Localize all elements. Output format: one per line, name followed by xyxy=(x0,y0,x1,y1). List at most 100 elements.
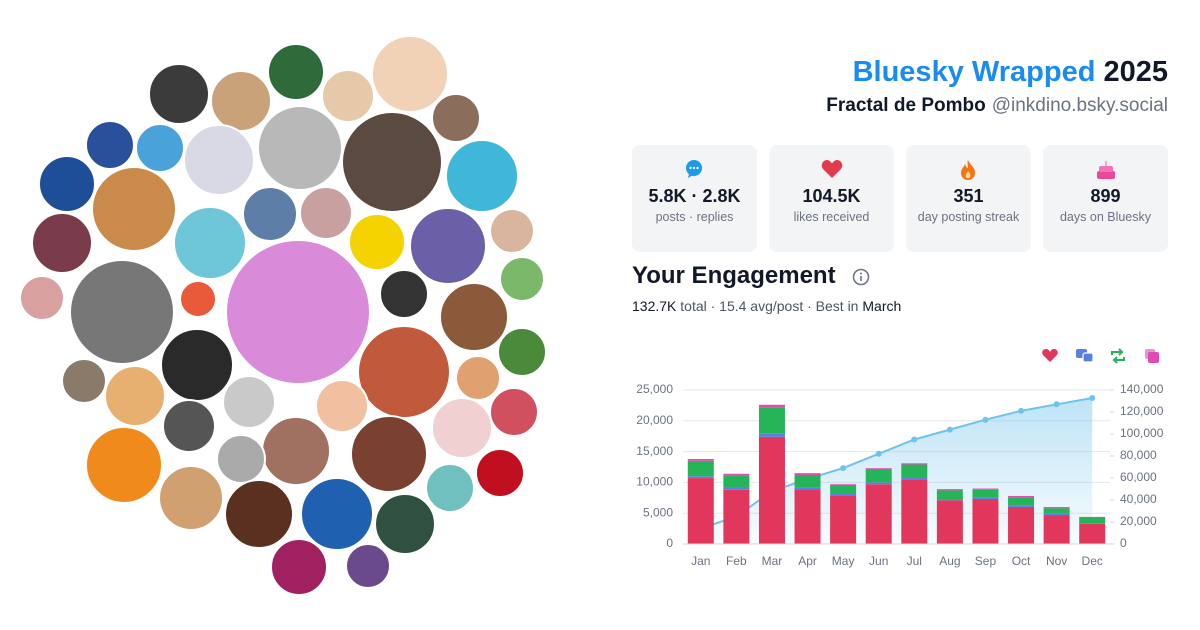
bar-segment xyxy=(723,487,750,490)
bar-segment xyxy=(758,404,785,408)
avatar[interactable] xyxy=(321,69,375,123)
x-tick-label: Jan xyxy=(691,554,710,568)
avatar[interactable] xyxy=(341,111,443,213)
avatar[interactable] xyxy=(431,397,493,459)
avatar[interactable] xyxy=(183,124,255,196)
info-icon[interactable] xyxy=(852,268,870,286)
legend-marker[interactable] xyxy=(1076,349,1094,363)
bar-segment xyxy=(972,489,999,498)
avatar[interactable] xyxy=(489,208,535,254)
avatar[interactable] xyxy=(489,387,539,437)
bar-segment xyxy=(687,478,714,544)
avatar[interactable] xyxy=(148,63,210,125)
avatar[interactable] xyxy=(455,355,501,401)
avatar[interactable] xyxy=(445,139,519,213)
avatar[interactable] xyxy=(85,426,163,504)
avatar[interactable] xyxy=(267,43,325,101)
y2-tick-label: 140,000 xyxy=(1120,382,1164,396)
legend-marker[interactable] xyxy=(1111,348,1125,364)
avatar[interactable] xyxy=(242,186,298,242)
bar-segment xyxy=(758,433,785,437)
engagement-chart: 0 5,000 10,000 15,000 20,000 25,000 0 20,000 40,… xyxy=(636,348,1164,568)
avatar[interactable] xyxy=(409,207,487,285)
user-handle: @inkdino.bsky.social xyxy=(991,95,1168,116)
avatar[interactable] xyxy=(38,155,96,213)
bar-segment xyxy=(1008,507,1035,544)
bar-segment xyxy=(1043,508,1070,514)
bar-segment xyxy=(865,484,892,544)
avatar[interactable] xyxy=(31,212,93,274)
bar-segment xyxy=(936,499,963,501)
x-tick-label: Oct xyxy=(1012,554,1031,568)
bar-segment xyxy=(865,468,892,470)
x-tick-label: Feb xyxy=(726,554,747,568)
avatar[interactable] xyxy=(374,493,436,555)
avatar[interactable] xyxy=(19,275,65,321)
line-point xyxy=(1089,395,1096,402)
y-tick-label: 5,000 xyxy=(643,505,673,519)
avatar[interactable] xyxy=(222,375,276,429)
stat-icon xyxy=(821,160,843,178)
stat-value: 5.8K · 2.8K xyxy=(648,186,741,206)
avatar[interactable] xyxy=(135,123,185,173)
avatar[interactable] xyxy=(357,325,451,419)
stat-icon xyxy=(961,160,975,180)
line-point xyxy=(1053,401,1060,408)
bar-segment xyxy=(723,473,750,476)
avatar[interactable] xyxy=(299,186,353,240)
avatar[interactable] xyxy=(497,327,547,377)
avatar[interactable] xyxy=(431,93,481,143)
avatar[interactable] xyxy=(162,399,216,453)
stat-value: 351 xyxy=(953,186,984,206)
stat-card: 899 days on Bluesky xyxy=(1043,145,1168,252)
bar-segment xyxy=(972,499,999,544)
avatar[interactable] xyxy=(371,35,449,113)
bar-segment xyxy=(865,469,892,483)
avatar[interactable] xyxy=(224,479,294,549)
avatar[interactable] xyxy=(379,269,429,319)
avatar[interactable] xyxy=(345,543,391,589)
bar-segment xyxy=(972,497,999,500)
avatar[interactable] xyxy=(315,379,369,433)
x-tick-label: Mar xyxy=(762,554,783,568)
avatar[interactable] xyxy=(104,365,166,427)
user-line: Fractal de Pombo @inkdino.bsky.social xyxy=(826,95,1168,117)
avatar[interactable] xyxy=(348,213,406,271)
avatar[interactable] xyxy=(160,328,234,402)
y-tick-label: 10,000 xyxy=(636,475,673,489)
bar-segment xyxy=(1008,497,1035,506)
bar-segment xyxy=(936,500,963,544)
bar-segment xyxy=(687,460,714,477)
avatar[interactable] xyxy=(499,256,545,302)
avatar[interactable] xyxy=(270,538,328,596)
avatar[interactable] xyxy=(425,463,475,513)
bar-segment xyxy=(901,477,928,480)
avatar[interactable] xyxy=(257,105,343,191)
avatar[interactable] xyxy=(91,166,177,252)
summary-best: March xyxy=(862,298,902,314)
legend-marker[interactable] xyxy=(1145,349,1159,363)
avatar[interactable] xyxy=(69,259,175,365)
stat-card: 351 day posting streak xyxy=(906,145,1031,252)
legend-marker[interactable] xyxy=(1042,349,1058,362)
avatar[interactable] xyxy=(261,416,331,486)
avatar[interactable] xyxy=(225,239,371,385)
bar-segment xyxy=(830,495,857,544)
avatar[interactable] xyxy=(216,434,266,484)
avatar[interactable] xyxy=(173,206,247,280)
avatar[interactable] xyxy=(210,70,272,132)
bar-segment xyxy=(1008,495,1035,498)
avatar[interactable] xyxy=(300,477,374,551)
avatar[interactable] xyxy=(61,358,107,404)
section-title: Your Engagement xyxy=(632,262,836,289)
avatar[interactable] xyxy=(179,280,217,318)
avatar[interactable] xyxy=(350,415,428,493)
avatar[interactable] xyxy=(439,282,509,352)
avatar[interactable] xyxy=(85,120,135,170)
y2-tick-label: 20,000 xyxy=(1120,514,1157,528)
avatar[interactable] xyxy=(158,465,224,531)
engagement-summary: 132.7K total · 15.4 avg/post · Best in M… xyxy=(632,298,901,314)
avatar[interactable] xyxy=(475,448,525,498)
bar-segment xyxy=(1043,507,1070,509)
x-tick-label: Nov xyxy=(1046,554,1067,568)
